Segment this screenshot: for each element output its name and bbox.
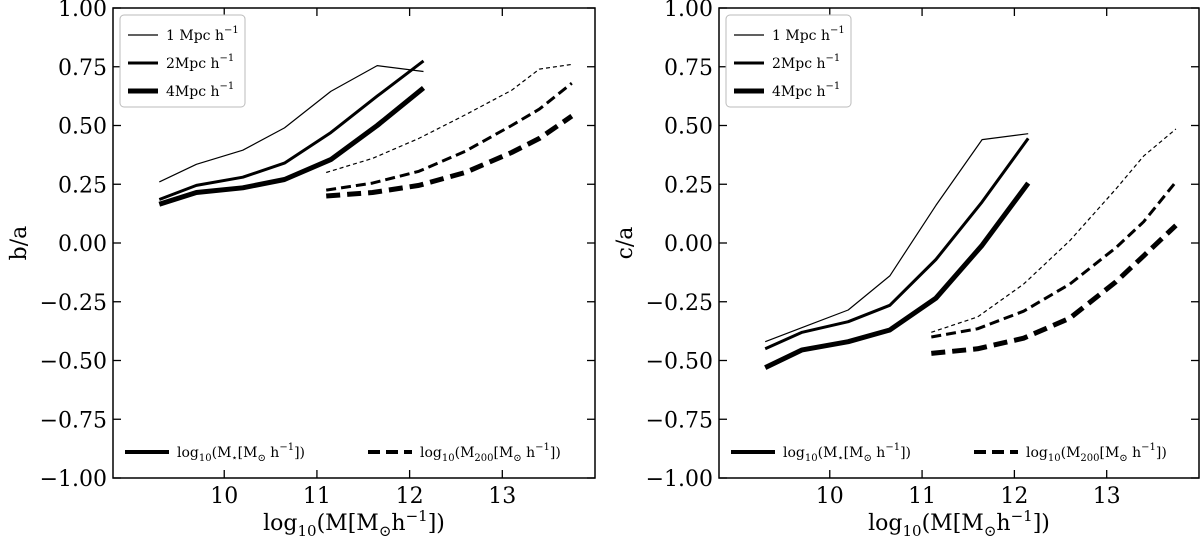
legend-label: 4Mpc h−1 [166,81,234,100]
legend-box [725,14,852,108]
y-tick-label: −1.00 [646,467,713,492]
series-line-halo-1 [931,128,1177,333]
y-tick-label: 0.50 [664,115,713,140]
x-axis-label: log10(M[M⊙h−1]) [868,507,1050,538]
series-line-stellar-2 [764,137,1030,351]
x-tick-label: 12 [1000,484,1028,509]
series-line-halo-1 [326,63,572,174]
series-line-stellar-1 [159,64,424,183]
y-tick-label: −0.50 [646,350,713,375]
y-tick-label: 0.25 [58,173,107,198]
legend-label: 2Mpc h−1 [166,53,234,72]
y-tick-label: −0.50 [40,350,107,375]
x-tick-label: 13 [1093,484,1121,509]
legend-label-stellar-mass: log10(M⋆[M⊙ h−1]) [177,442,305,464]
legend-label: 1 Mpc h−1 [166,25,239,44]
y-tick-label: −1.00 [40,467,107,492]
y-tick-label: 0.75 [58,56,107,81]
legend-label: 4Mpc h−1 [772,81,840,100]
y-tick-label: 0.00 [664,232,713,257]
y-tick-label: 1.00 [664,0,713,22]
y-tick-label: 1.00 [58,0,107,22]
y-tick-label: 0.50 [58,115,107,140]
y-tick-label: 0.00 [58,232,107,257]
legend-label: 2Mpc h−1 [772,53,840,72]
series-line-stellar-1 [764,133,1029,343]
y-tick-label: −0.75 [646,408,713,433]
legend-label-halo-mass: log10(M200[M⊙ h−1]) [420,442,561,464]
x-tick-label: 12 [396,484,424,509]
y-tick-label: 0.75 [664,56,713,81]
legend-box [119,14,246,108]
y-tick-label: 0.25 [664,173,713,198]
series-line-halo-3 [931,223,1178,356]
series-line-stellar-2 [158,59,425,201]
x-axis-label: log10(M[M⊙h−1]) [263,507,445,538]
x-tick-label: 11 [908,484,936,509]
y-axis-label: c/a [613,227,638,260]
legend-label-stellar-mass: log10(M⋆[M⊙ h−1]) [783,442,911,464]
series-line-stellar-3 [158,85,426,207]
y-tick-label: −0.25 [646,291,713,316]
x-tick-label: 13 [488,484,516,509]
y-tick-label: −0.75 [40,408,107,433]
left-panel-b-over-a: 1.00 0.75 0.50 0.25 0.00 −0.25 −0.50 −0.75 −1.00… [7,0,596,538]
series-line-halo-2 [325,82,573,192]
x-tick-label: 10 [210,484,238,509]
right-panel-c-over-a: 1.00 0.75 0.50 0.25 0.00 −0.25 −0.50 −0.75 −1.00… [613,0,1200,538]
x-tick-label: 11 [303,484,331,509]
series-line-halo-3 [326,114,574,199]
legend-label-halo-mass: log10(M200[M⊙ h−1]) [1026,442,1167,464]
legend-label: 1 Mpc h−1 [772,25,845,44]
y-axis-label: b/a [7,226,32,261]
y-tick-label: −0.25 [40,291,107,316]
x-tick-label: 10 [816,484,844,509]
series-line-halo-2 [931,180,1178,339]
series-line-stellar-3 [764,181,1031,370]
